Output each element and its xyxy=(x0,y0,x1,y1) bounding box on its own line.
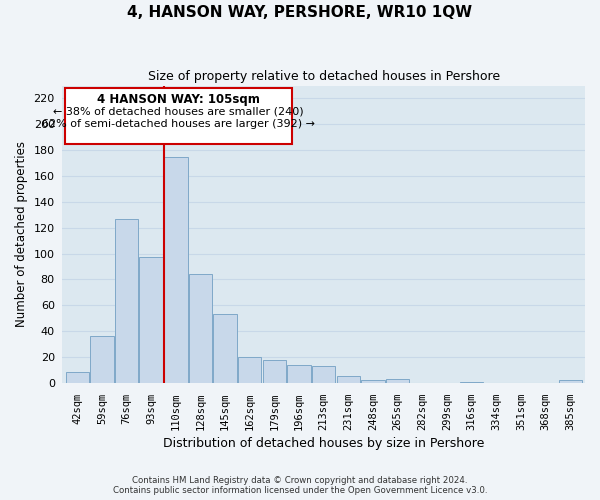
Bar xyxy=(337,376,360,383)
Bar xyxy=(65,372,89,383)
Text: 62% of semi-detached houses are larger (392) →: 62% of semi-detached houses are larger (… xyxy=(42,119,315,129)
Bar xyxy=(263,360,286,383)
Bar xyxy=(115,218,138,383)
Bar xyxy=(214,314,237,383)
Bar xyxy=(164,156,188,383)
Y-axis label: Number of detached properties: Number of detached properties xyxy=(15,141,28,327)
Bar xyxy=(361,380,385,383)
Text: Contains HM Land Registry data © Crown copyright and database right 2024.
Contai: Contains HM Land Registry data © Crown c… xyxy=(113,476,487,495)
Title: Size of property relative to detached houses in Pershore: Size of property relative to detached ho… xyxy=(148,70,500,83)
Bar xyxy=(65,88,292,144)
Bar xyxy=(90,336,113,383)
Text: 4, HANSON WAY, PERSHORE, WR10 1QW: 4, HANSON WAY, PERSHORE, WR10 1QW xyxy=(127,5,473,20)
Text: ← 38% of detached houses are smaller (240): ← 38% of detached houses are smaller (24… xyxy=(53,106,304,116)
X-axis label: Distribution of detached houses by size in Pershore: Distribution of detached houses by size … xyxy=(163,437,484,450)
Text: 4 HANSON WAY: 105sqm: 4 HANSON WAY: 105sqm xyxy=(97,94,260,106)
Bar xyxy=(559,380,582,383)
Bar xyxy=(287,364,311,383)
Bar xyxy=(238,357,262,383)
Bar xyxy=(460,382,484,383)
Bar xyxy=(139,258,163,383)
Bar xyxy=(312,366,335,383)
Bar xyxy=(386,379,409,383)
Bar xyxy=(189,274,212,383)
